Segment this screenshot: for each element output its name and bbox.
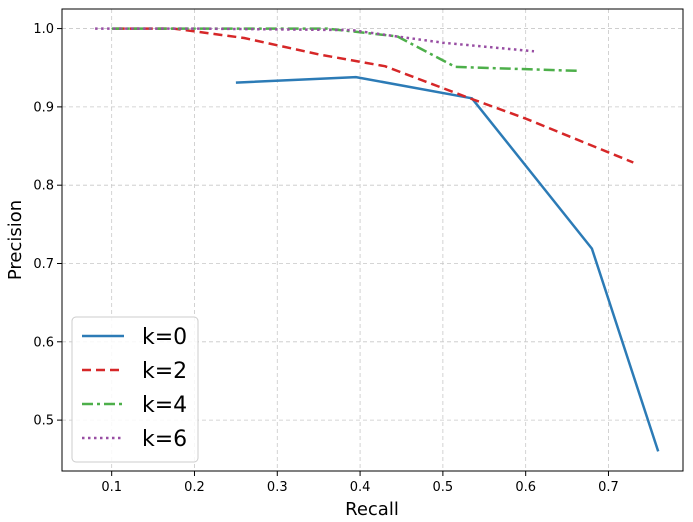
x-tick-label: 0.5 — [433, 480, 454, 495]
x-tick-label: 0.4 — [350, 480, 371, 495]
x-tick-label: 0.3 — [267, 480, 288, 495]
x-tick-label: 0.1 — [101, 480, 122, 495]
series-layer — [95, 27, 660, 452]
legend-box — [71, 316, 199, 463]
series-line-k2 — [115, 27, 634, 164]
x-tick-label: 0.2 — [184, 480, 205, 495]
x-axis-title: Recall — [345, 499, 399, 520]
y-tick-label: 0.9 — [33, 100, 54, 115]
x-tick-label: 0.7 — [598, 480, 619, 495]
legend: k=0 k=2 k=4 k=6 — [71, 316, 199, 463]
y-tick-label: 0.5 — [33, 414, 54, 429]
plot-frame — [61, 8, 684, 472]
y-tick-label: 1.0 — [33, 22, 54, 37]
grid — [62, 9, 683, 471]
y-tick-label: 0.7 — [33, 257, 54, 272]
y-tick-label: 0.8 — [33, 179, 54, 194]
legend-label: k=2 — [142, 359, 187, 384]
x-tick-label: 0.6 — [515, 480, 536, 495]
y-tick-label: 0.6 — [33, 335, 54, 350]
legend-label: k=0 — [142, 325, 187, 350]
y-axis-ticks: 0.5 0.6 0.7 0.8 0.9 1.0 — [33, 22, 62, 429]
legend-label: k=4 — [142, 393, 187, 418]
y-axis-title: Precision — [5, 200, 26, 280]
x-axis-ticks: 0.1 0.2 0.3 0.4 0.5 0.6 0.7 — [101, 471, 619, 495]
legend-label: k=6 — [142, 427, 187, 452]
